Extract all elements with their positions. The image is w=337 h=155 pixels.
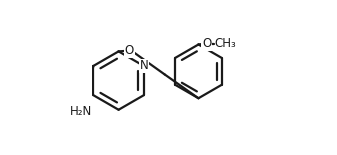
Text: O: O xyxy=(202,37,212,50)
Text: H₂N: H₂N xyxy=(70,105,92,118)
Text: O: O xyxy=(125,44,134,57)
Text: CH₃: CH₃ xyxy=(215,37,237,50)
Text: N: N xyxy=(140,60,148,73)
